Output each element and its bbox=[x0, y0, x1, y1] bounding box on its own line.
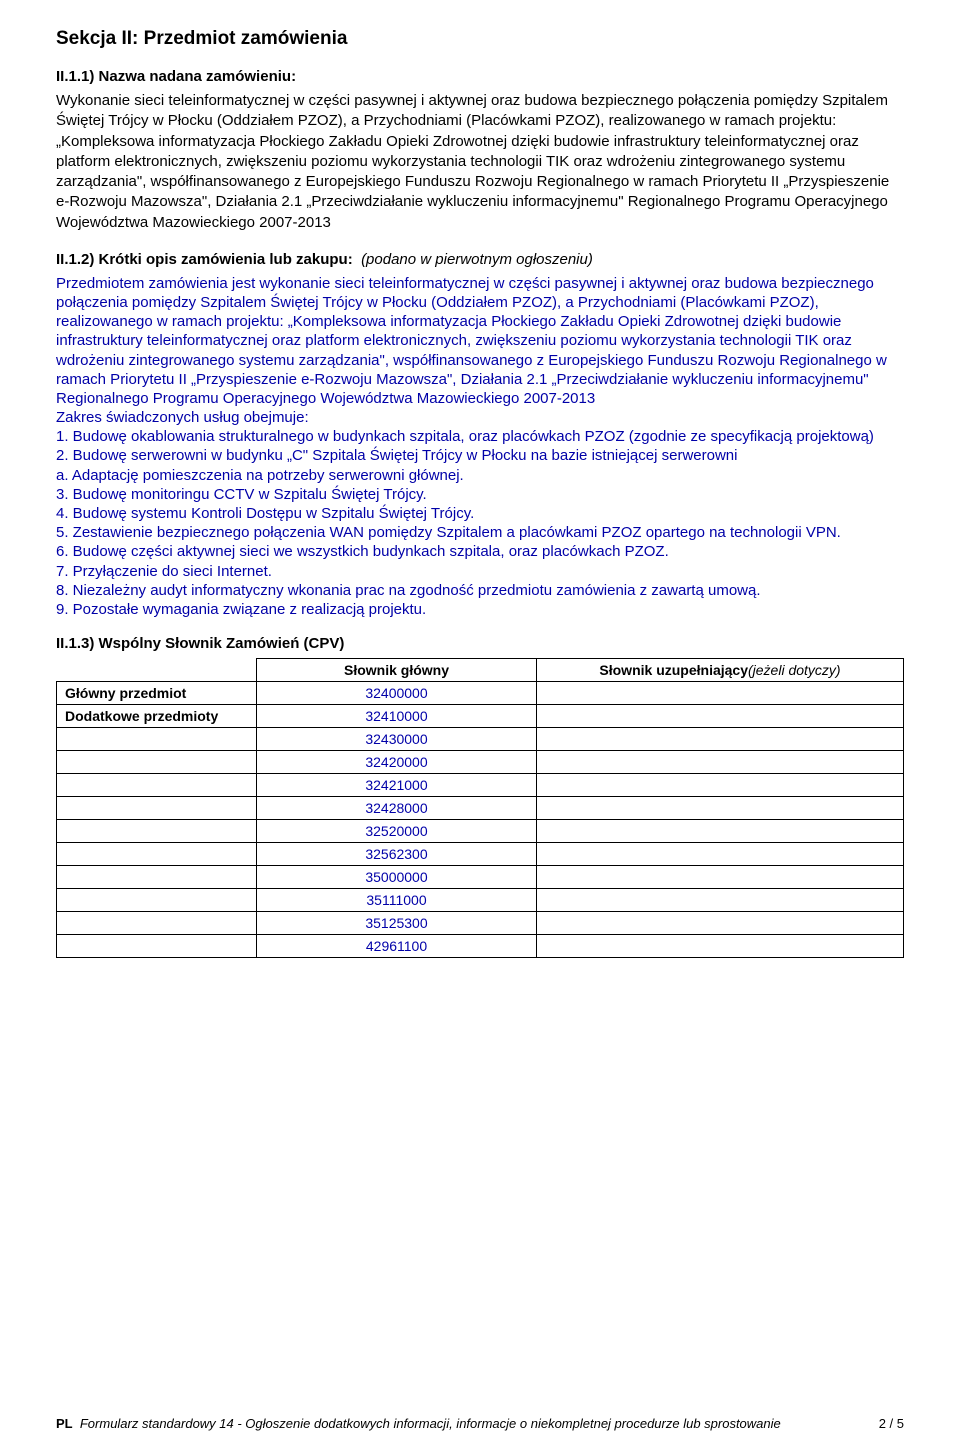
additional-label-empty bbox=[57, 820, 257, 843]
additional-supp bbox=[537, 705, 904, 728]
additional-label-empty bbox=[57, 866, 257, 889]
additional-label-empty bbox=[57, 774, 257, 797]
table-row: 35000000 bbox=[57, 866, 904, 889]
page-container: Sekcja II: Przedmiot zamówienia II.1.1) … bbox=[0, 0, 960, 1450]
footer-left: PL Formularz standardowy 14 - Ogłoszenie… bbox=[56, 1416, 781, 1432]
additional-code: 35000000 bbox=[257, 866, 537, 889]
additional-label-empty bbox=[57, 728, 257, 751]
ii-1-2-note: (podano w pierwotnym ogłoszeniu) bbox=[361, 251, 593, 268]
header-supp: Słownik uzupełniający(jeżeli dotyczy) bbox=[537, 659, 904, 682]
ii-1-3-label: II.1.3) Wspólny Słownik Zamówień (CPV) bbox=[56, 635, 904, 652]
table-row: 35111000 bbox=[57, 889, 904, 912]
table-row: Główny przedmiot32400000 bbox=[57, 682, 904, 705]
table-row: 32520000 bbox=[57, 820, 904, 843]
additional-supp bbox=[537, 889, 904, 912]
additional-label-empty bbox=[57, 843, 257, 866]
table-row: 32428000 bbox=[57, 797, 904, 820]
cpv-table: Słownik główny Słownik uzupełniający(jeż… bbox=[56, 658, 904, 958]
additional-label-empty bbox=[57, 912, 257, 935]
ii-1-2-text: Przedmiotem zamówienia jest wykonanie si… bbox=[56, 274, 904, 619]
footer-title: Formularz standardowy 14 - Ogłoszenie do… bbox=[80, 1416, 781, 1431]
additional-label-empty bbox=[57, 751, 257, 774]
main-subject-supp bbox=[537, 682, 904, 705]
section-title: Sekcja II: Przedmiot zamówienia bbox=[56, 28, 904, 50]
table-row: 32421000 bbox=[57, 774, 904, 797]
additional-label-empty bbox=[57, 797, 257, 820]
page-footer: PL Formularz standardowy 14 - Ogłoszenie… bbox=[56, 1416, 904, 1432]
additional-code: 32562300 bbox=[257, 843, 537, 866]
table-row: Dodatkowe przedmioty32410000 bbox=[57, 705, 904, 728]
header-empty bbox=[57, 659, 257, 682]
additional-supp bbox=[537, 797, 904, 820]
additional-code: 32410000 bbox=[257, 705, 537, 728]
additional-label-empty bbox=[57, 935, 257, 958]
additional-supp bbox=[537, 751, 904, 774]
additional-code: 42961100 bbox=[257, 935, 537, 958]
table-row: 42961100 bbox=[57, 935, 904, 958]
additional-supp bbox=[537, 774, 904, 797]
ii-1-1-text: Wykonanie sieci teleinformatycznej w czę… bbox=[56, 91, 904, 233]
additional-supp bbox=[537, 843, 904, 866]
additional-supp bbox=[537, 728, 904, 751]
additional-supp bbox=[537, 912, 904, 935]
header-main: Słownik główny bbox=[257, 659, 537, 682]
additional-code: 32420000 bbox=[257, 751, 537, 774]
additional-supp bbox=[537, 935, 904, 958]
additional-code: 32421000 bbox=[257, 774, 537, 797]
table-row: 32430000 bbox=[57, 728, 904, 751]
additional-supp bbox=[537, 866, 904, 889]
additional-code: 32428000 bbox=[257, 797, 537, 820]
additional-supp bbox=[537, 820, 904, 843]
header-supp-prefix: Słownik uzupełniający bbox=[599, 662, 748, 678]
additional-code: 35125300 bbox=[257, 912, 537, 935]
additional-label-empty bbox=[57, 889, 257, 912]
ii-1-2-label: II.1.2) Krótki opis zamówienia lub zakup… bbox=[56, 251, 353, 268]
ii-1-1-label: II.1.1) Nazwa nadana zamówieniu: bbox=[56, 68, 904, 85]
table-row: 32562300 bbox=[57, 843, 904, 866]
ii-1-2-heading: II.1.2) Krótki opis zamówienia lub zakup… bbox=[56, 251, 904, 268]
additional-code: 32520000 bbox=[257, 820, 537, 843]
table-header-row: Słownik główny Słownik uzupełniający(jeż… bbox=[57, 659, 904, 682]
main-subject-code: 32400000 bbox=[257, 682, 537, 705]
additional-code: 35111000 bbox=[257, 889, 537, 912]
footer-pl: PL bbox=[56, 1416, 73, 1431]
footer-page-number: 2 / 5 bbox=[879, 1416, 904, 1431]
additional-code: 32430000 bbox=[257, 728, 537, 751]
table-row: 35125300 bbox=[57, 912, 904, 935]
header-supp-note: (jeżeli dotyczy) bbox=[748, 662, 841, 678]
main-subject-label: Główny przedmiot bbox=[57, 682, 257, 705]
table-row: 32420000 bbox=[57, 751, 904, 774]
additional-subjects-label: Dodatkowe przedmioty bbox=[57, 705, 257, 728]
